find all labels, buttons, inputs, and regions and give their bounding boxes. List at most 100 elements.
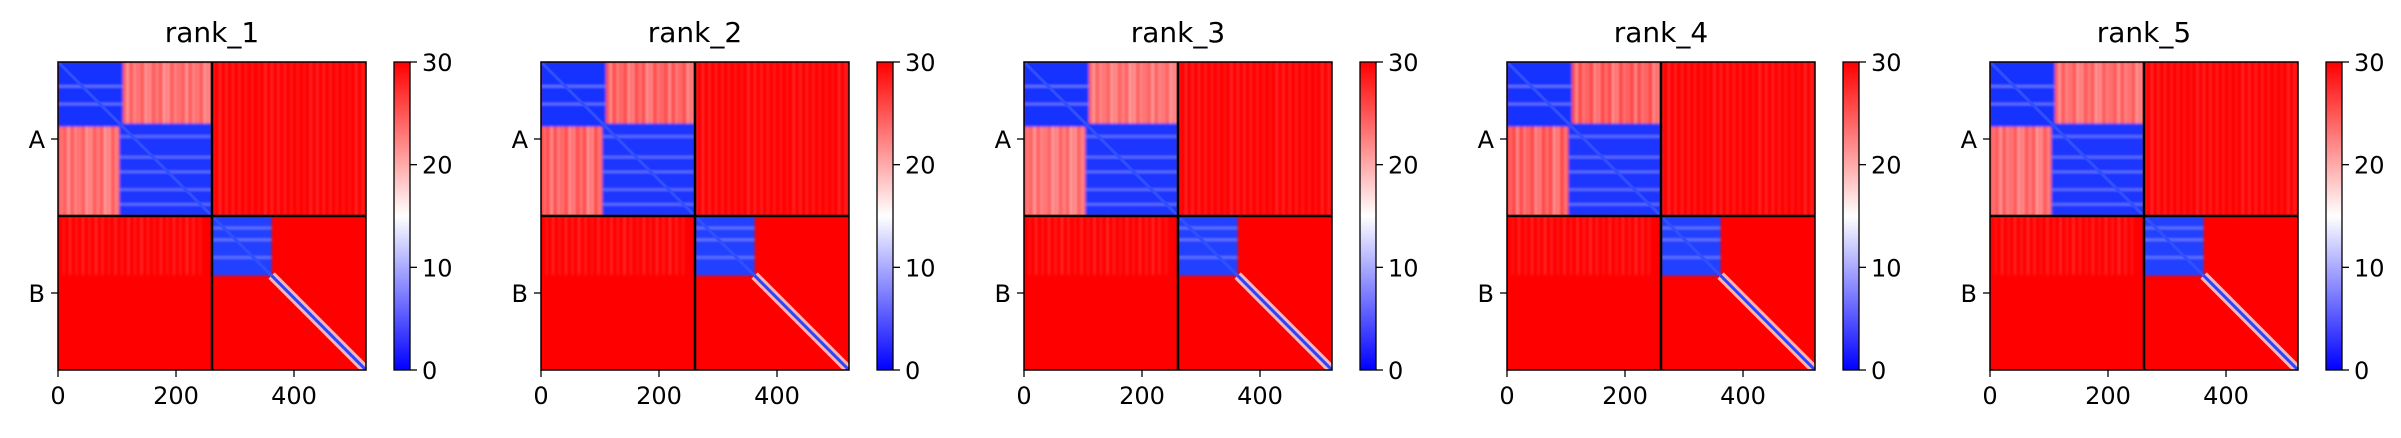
heatmap-frame <box>540 61 850 371</box>
colorbar-frame <box>1842 61 1860 371</box>
streak <box>1568 203 1661 206</box>
streak <box>541 103 606 105</box>
stripe-ab <box>766 62 769 216</box>
stripe-aa <box>67 62 70 216</box>
streak <box>1024 85 1089 88</box>
x-tick-label: 200 <box>1119 382 1165 410</box>
stripe-ab <box>329 62 332 216</box>
stripe-ab <box>728 62 730 216</box>
panel-title: rank_5 <box>2097 16 2191 49</box>
stripe-ab <box>1765 62 1768 216</box>
colorbar-tick-label: 10 <box>1388 254 1419 282</box>
stripe-ab <box>1249 62 1252 216</box>
stripe-ba <box>1576 216 1579 276</box>
stripe-ba <box>1087 216 1089 276</box>
stripe-ab <box>1661 62 1664 216</box>
stripe-ab <box>1314 62 1317 216</box>
chain-label: B <box>995 280 1011 308</box>
colorbar-tick-label: 0 <box>422 357 437 385</box>
stripe-ba <box>69 216 71 276</box>
stripe-ba <box>82 216 84 276</box>
stripe-ab <box>1771 62 1774 216</box>
colorbar-tick-label: 10 <box>2354 254 2385 282</box>
stripe-ab <box>2177 62 2179 216</box>
stripe-ab <box>322 62 325 216</box>
stripe-ab <box>303 62 306 216</box>
chain-label: A <box>512 126 529 154</box>
streak <box>119 188 212 191</box>
stripe-aa <box>1545 62 1549 216</box>
pae-panel-4: rank_4 A B 0 200 400 0 10 20 30 <box>1478 16 1902 410</box>
stripe-ba <box>1524 216 1527 276</box>
stripe-ba <box>1106 216 1109 276</box>
stripe-aa <box>1055 62 1059 216</box>
stripe-ab <box>1745 62 1748 216</box>
chain-label: B <box>29 280 45 308</box>
stripe-aa <box>2021 62 2025 216</box>
stripe-ba <box>1583 216 1585 276</box>
chain-label: A <box>29 126 46 154</box>
stripe-ba <box>2105 216 2107 276</box>
stripe-aa <box>579 62 583 216</box>
stripe-ba <box>173 216 175 276</box>
stripe-ab <box>1243 62 1246 216</box>
streak <box>602 156 695 158</box>
stripe-ba <box>2085 216 2088 276</box>
stripe-ba <box>134 216 136 276</box>
stripe-ab <box>1262 62 1265 216</box>
stripe-ab <box>232 62 234 216</box>
stripe-aa <box>2028 62 2032 216</box>
stripe-ba <box>199 216 201 276</box>
stripe-aa <box>89 62 93 216</box>
stripe-ab <box>2280 62 2283 216</box>
stripe-ba <box>101 216 104 276</box>
stripe-ab <box>2196 62 2199 216</box>
streak <box>1661 227 1721 229</box>
streak <box>1661 239 1721 241</box>
stripe-ba <box>675 216 678 276</box>
stripe-ba <box>1100 216 1102 276</box>
stripe-ab <box>309 62 312 216</box>
stripe-ab <box>1308 62 1311 216</box>
stripe-aa <box>96 62 100 216</box>
streak <box>541 85 606 88</box>
stripe-aa <box>2036 62 2039 216</box>
stripe-ba <box>591 216 593 276</box>
streak <box>212 239 272 241</box>
stripe-ba <box>1028 216 1031 276</box>
stripe-ba <box>1550 216 1553 276</box>
stripe-aa <box>1553 62 1556 216</box>
panel-title: rank_3 <box>1131 16 1225 49</box>
stripe-aa <box>1557 62 1560 216</box>
stripe-ba <box>2027 216 2029 276</box>
stripe-ab <box>245 62 247 216</box>
stripe-ab <box>792 62 795 216</box>
stripe-ab <box>831 62 834 216</box>
stripe-ba <box>186 216 188 276</box>
pae-panel-5: rank_5 A B 0 200 400 0 10 20 30 <box>1961 16 2385 410</box>
stripe-ba <box>1641 216 1644 276</box>
stripe-ab <box>355 62 358 216</box>
stripe-ab <box>277 62 280 216</box>
diagonal-band-b <box>2202 274 2298 370</box>
stripe-ab <box>1674 62 1677 216</box>
stripe-ab <box>838 62 841 216</box>
streak <box>58 103 123 105</box>
stripe-aa <box>1044 62 1048 216</box>
streak <box>1990 103 2055 105</box>
streak <box>2051 203 2144 206</box>
stripe-ab <box>2209 62 2212 216</box>
stripe-ba <box>2079 216 2081 276</box>
chain-label: A <box>1961 126 1978 154</box>
colorbar-tick-label: 30 <box>1871 49 1902 77</box>
diagonal-band-b <box>1719 274 1815 370</box>
stripe-aa <box>1523 62 1526 216</box>
stripe-ab <box>760 62 763 216</box>
stripe-aa <box>1534 62 1538 216</box>
chain-label: A <box>995 126 1012 154</box>
stripe-ba <box>565 216 567 276</box>
stripe-ab <box>1758 62 1761 216</box>
stripe-ab <box>1301 62 1304 216</box>
stripe-ab <box>212 62 215 216</box>
stripe-ab <box>2228 62 2231 216</box>
